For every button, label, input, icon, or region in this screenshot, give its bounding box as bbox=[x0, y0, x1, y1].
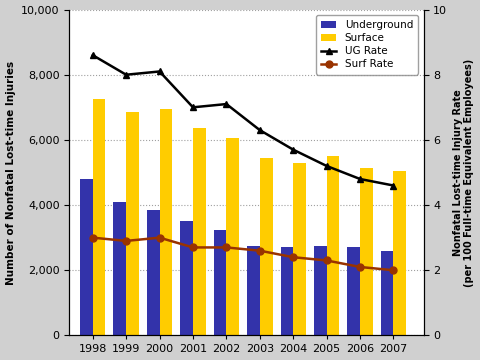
Bar bbox=[293, 163, 306, 336]
Bar bbox=[227, 138, 239, 336]
Surf Rate bbox=[357, 265, 363, 269]
UG Rate bbox=[391, 183, 396, 188]
Bar bbox=[280, 247, 293, 336]
UG Rate bbox=[224, 102, 229, 106]
Surf Rate bbox=[190, 245, 196, 249]
Surf Rate bbox=[290, 255, 296, 259]
Surf Rate bbox=[90, 235, 96, 240]
Bar bbox=[126, 112, 139, 336]
Bar bbox=[381, 251, 394, 336]
UG Rate bbox=[290, 148, 296, 152]
UG Rate bbox=[324, 164, 330, 168]
Surf Rate bbox=[324, 258, 330, 263]
UG Rate bbox=[190, 105, 196, 109]
Bar bbox=[348, 247, 360, 336]
Bar bbox=[80, 179, 93, 336]
Bar bbox=[193, 129, 205, 336]
Line: UG Rate: UG Rate bbox=[89, 52, 397, 189]
Legend: Underground, Surface, UG Rate, Surf Rate: Underground, Surface, UG Rate, Surf Rate bbox=[316, 15, 419, 75]
Bar bbox=[394, 171, 406, 336]
Bar bbox=[327, 156, 339, 336]
Bar bbox=[360, 168, 373, 336]
Surf Rate bbox=[156, 235, 162, 240]
UG Rate bbox=[156, 69, 162, 74]
Y-axis label: Number of Nonfatal Lost-time Injuries: Number of Nonfatal Lost-time Injuries bbox=[6, 60, 15, 284]
Bar bbox=[260, 158, 273, 336]
UG Rate bbox=[90, 53, 96, 57]
UG Rate bbox=[123, 73, 129, 77]
UG Rate bbox=[257, 128, 263, 132]
Bar bbox=[180, 221, 193, 336]
Bar bbox=[113, 202, 126, 336]
UG Rate bbox=[357, 177, 363, 181]
Surf Rate bbox=[224, 245, 229, 249]
Surf Rate bbox=[391, 268, 396, 273]
Bar bbox=[159, 109, 172, 336]
Line: Surf Rate: Surf Rate bbox=[89, 234, 397, 274]
Bar bbox=[147, 210, 159, 336]
Surf Rate bbox=[257, 248, 263, 253]
Bar bbox=[93, 99, 106, 336]
Y-axis label: Nonfatal Lost-time Injury Rate
(per 100 Full-time Equivalent Employees): Nonfatal Lost-time Injury Rate (per 100 … bbox=[453, 58, 474, 287]
Bar bbox=[247, 246, 260, 336]
Bar bbox=[314, 246, 327, 336]
Surf Rate bbox=[123, 239, 129, 243]
Bar bbox=[214, 230, 227, 336]
